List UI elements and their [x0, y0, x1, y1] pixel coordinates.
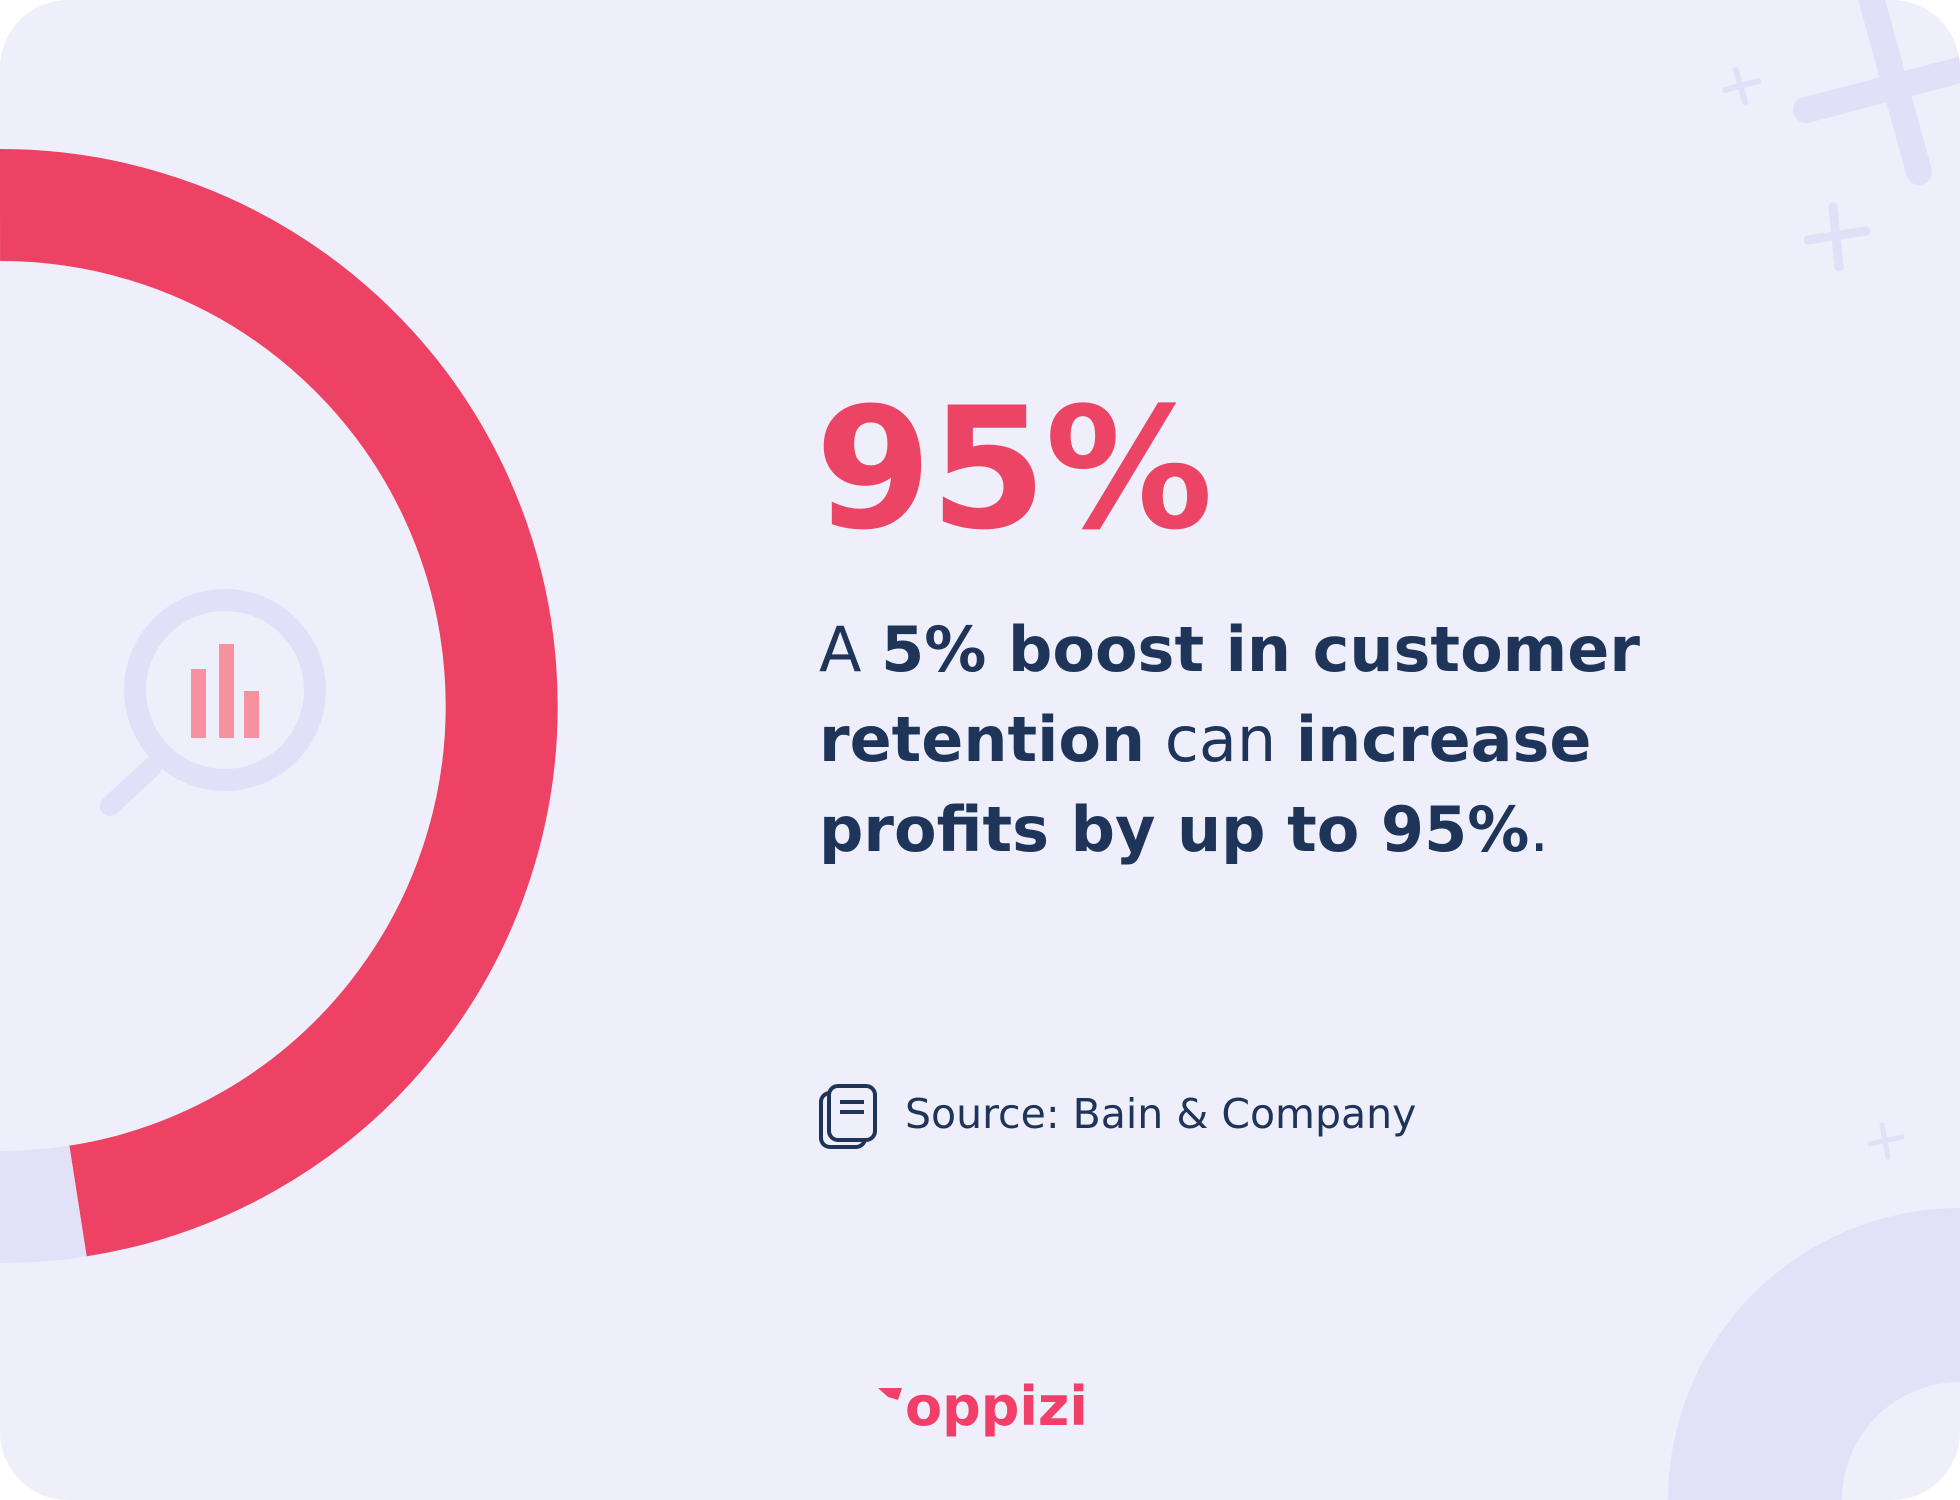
description-segment: .	[1529, 793, 1550, 866]
stat: 95%	[815, 371, 1213, 567]
source-icon	[819, 1084, 877, 1149]
description-segment: 5% boost in customer retention	[819, 613, 1640, 776]
description-segment: A	[819, 613, 882, 686]
magnifier-icon	[100, 589, 326, 816]
brand-mark	[878, 1388, 902, 1400]
description-segment: can	[1145, 703, 1296, 776]
ring	[0, 149, 558, 1257]
ring-rest	[0, 1145, 87, 1264]
crosses	[1722, 0, 1960, 1160]
description: A 5% boost in customer retention can inc…	[819, 605, 1679, 875]
source: Source: Bain & Company	[905, 1090, 1417, 1138]
brand: oppizi	[905, 1375, 1088, 1438]
corner-arc	[1668, 1208, 1960, 1500]
description-segment: increase profits by up to 95%	[819, 703, 1592, 866]
